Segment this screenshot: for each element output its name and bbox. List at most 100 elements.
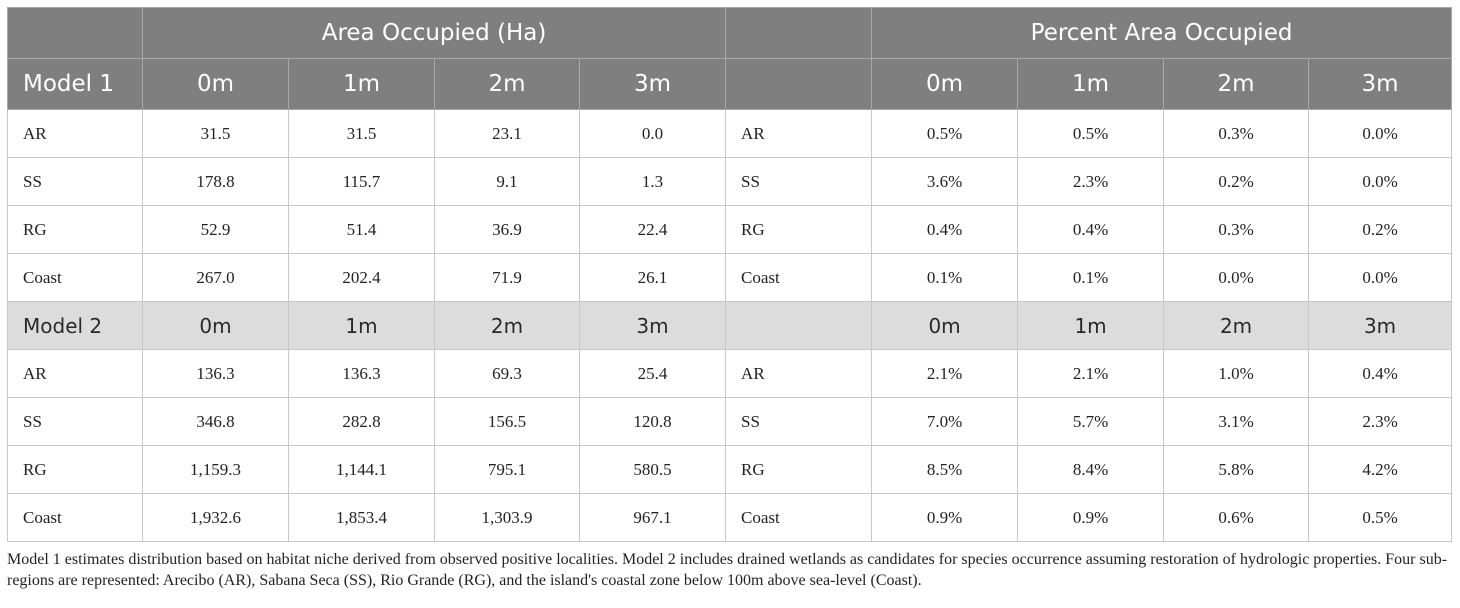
- header-col-percent-0m: 0m: [871, 58, 1019, 110]
- header-area-occupied: Area Occupied (Ha): [141, 7, 727, 59]
- table-row: Coast 1,932.6 1,853.4 1,303.9 967.1 Coas…: [7, 493, 1453, 542]
- model2-col-area-2m: 2m: [434, 301, 580, 350]
- model2-header-row: Model 2 0m 1m 2m 3m 0m 1m 2m 3m: [7, 301, 1453, 350]
- area-cell: 136.3: [288, 349, 435, 398]
- percent-cell: 2.1%: [1017, 349, 1165, 398]
- region-cell: SS: [7, 157, 143, 206]
- area-cell: 282.8: [288, 397, 435, 446]
- percent-cell: 0.2%: [1163, 157, 1310, 206]
- region-cell: SS: [725, 397, 873, 446]
- area-cell: 136.3: [142, 349, 289, 398]
- percent-cell: 0.5%: [1017, 109, 1165, 158]
- model2-col-area-1m: 1m: [288, 301, 435, 350]
- table-row: SS 178.8 115.7 9.1 1.3 SS 3.6% 2.3% 0.2%…: [7, 157, 1453, 206]
- region-cell: AR: [7, 349, 143, 398]
- area-cell: 1,303.9: [434, 493, 580, 542]
- percent-cell: 5.8%: [1163, 445, 1310, 494]
- percent-cell: 0.5%: [1308, 493, 1453, 542]
- table-row: RG 52.9 51.4 36.9 22.4 RG 0.4% 0.4% 0.3%…: [7, 205, 1453, 254]
- region-cell: Coast: [725, 253, 873, 302]
- model2-spacer-cell: [725, 301, 873, 350]
- area-cell: 967.1: [578, 493, 727, 542]
- region-cell: SS: [725, 157, 873, 206]
- region-cell: RG: [725, 205, 873, 254]
- percent-cell: 0.4%: [871, 205, 1019, 254]
- table-row: RG 1,159.3 1,144.1 795.1 580.5 RG 8.5% 8…: [7, 445, 1453, 494]
- header-percent-area-occupied: Percent Area Occupied: [871, 7, 1453, 59]
- table-row: Coast 267.0 202.4 71.9 26.1 Coast 0.1% 0…: [7, 253, 1453, 302]
- header-corner-cell: [7, 7, 143, 59]
- area-cell: 178.8: [142, 157, 289, 206]
- header-model1-label: Model 1: [7, 58, 143, 110]
- area-cell: 1,932.6: [142, 493, 289, 542]
- percent-cell: 0.0%: [1308, 157, 1453, 206]
- region-cell: SS: [7, 397, 143, 446]
- percent-cell: 0.9%: [1017, 493, 1165, 542]
- percent-cell: 7.0%: [871, 397, 1019, 446]
- area-cell: 52.9: [142, 205, 289, 254]
- percent-cell: 0.3%: [1163, 205, 1310, 254]
- area-cell: 0.0: [578, 109, 727, 158]
- region-cell: AR: [725, 109, 873, 158]
- header-col-area-2m: 2m: [434, 58, 580, 110]
- area-cell: 69.3: [434, 349, 580, 398]
- table-figure: Area Occupied (Ha) Percent Area Occupied…: [7, 7, 1453, 591]
- percent-cell: 0.2%: [1308, 205, 1453, 254]
- region-cell: RG: [725, 445, 873, 494]
- area-cell: 120.8: [578, 397, 727, 446]
- percent-cell: 8.4%: [1017, 445, 1165, 494]
- table-row: SS 346.8 282.8 156.5 120.8 SS 7.0% 5.7% …: [7, 397, 1453, 446]
- model2-label: Model 2: [7, 301, 143, 350]
- header-col-area-1m: 1m: [288, 58, 435, 110]
- header-column-row: Model 1 0m 1m 2m 3m 0m 1m 2m 3m: [7, 58, 1453, 110]
- percent-cell: 4.2%: [1308, 445, 1453, 494]
- percent-cell: 0.6%: [1163, 493, 1310, 542]
- model2-col-area-3m: 3m: [578, 301, 727, 350]
- area-cell: 31.5: [142, 109, 289, 158]
- percent-cell: 1.0%: [1163, 349, 1310, 398]
- percent-cell: 5.7%: [1017, 397, 1165, 446]
- model2-col-percent-0m: 0m: [871, 301, 1019, 350]
- area-cell: 22.4: [578, 205, 727, 254]
- area-cell: 25.4: [578, 349, 727, 398]
- percent-cell: 0.5%: [871, 109, 1019, 158]
- header-col-percent-3m: 3m: [1308, 58, 1453, 110]
- percent-cell: 2.3%: [1308, 397, 1453, 446]
- region-cell: AR: [7, 109, 143, 158]
- area-cell: 23.1: [434, 109, 580, 158]
- area-cell: 26.1: [578, 253, 727, 302]
- region-cell: Coast: [725, 493, 873, 542]
- header-col-percent-1m: 1m: [1017, 58, 1165, 110]
- region-cell: AR: [725, 349, 873, 398]
- table-footnote: Model 1 estimates distribution based on …: [7, 551, 1448, 589]
- area-cell: 1,159.3: [142, 445, 289, 494]
- model2-col-percent-3m: 3m: [1308, 301, 1453, 350]
- area-cell: 202.4: [288, 253, 435, 302]
- percent-cell: 0.0%: [1308, 109, 1453, 158]
- table-row: AR 136.3 136.3 69.3 25.4 AR 2.1% 2.1% 1.…: [7, 349, 1453, 398]
- area-cell: 51.4: [288, 205, 435, 254]
- percent-cell: 0.3%: [1163, 109, 1310, 158]
- area-cell: 36.9: [434, 205, 580, 254]
- percent-cell: 2.3%: [1017, 157, 1165, 206]
- percent-cell: 0.4%: [1017, 205, 1165, 254]
- area-cell: 156.5: [434, 397, 580, 446]
- region-cell: RG: [7, 445, 143, 494]
- header-spacer-cell: [725, 58, 873, 110]
- area-cell: 1.3: [578, 157, 727, 206]
- table-row: AR 31.5 31.5 23.1 0.0 AR 0.5% 0.5% 0.3% …: [7, 109, 1453, 158]
- area-cell: 9.1: [434, 157, 580, 206]
- area-cell: 580.5: [578, 445, 727, 494]
- header-spacer-cell: [725, 7, 873, 59]
- area-cell: 1,144.1: [288, 445, 435, 494]
- area-cell: 115.7: [288, 157, 435, 206]
- percent-cell: 3.1%: [1163, 397, 1310, 446]
- header-col-percent-2m: 2m: [1163, 58, 1310, 110]
- area-cell: 267.0: [142, 253, 289, 302]
- percent-cell: 0.1%: [1017, 253, 1165, 302]
- header-col-area-3m: 3m: [578, 58, 727, 110]
- percent-cell: 0.9%: [871, 493, 1019, 542]
- percent-cell: 0.4%: [1308, 349, 1453, 398]
- percent-cell: 8.5%: [871, 445, 1019, 494]
- area-cell: 795.1: [434, 445, 580, 494]
